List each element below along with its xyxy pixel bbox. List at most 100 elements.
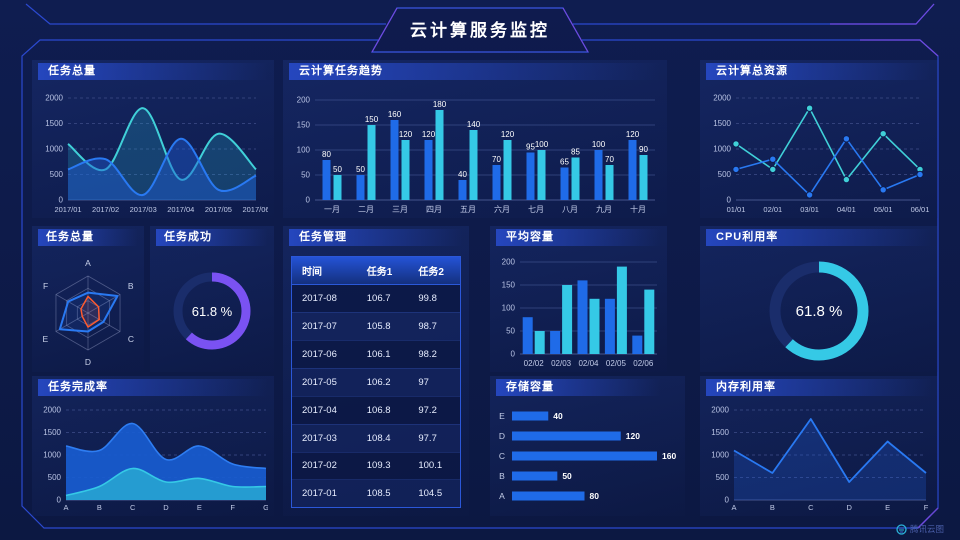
svg-text:0: 0 — [57, 496, 62, 505]
table-cell: 2017-04 — [292, 395, 357, 425]
svg-text:E: E — [885, 503, 890, 512]
panel-cloud-resources: 云计算总资源 0 500 1000 1500 2000 01/01 02/01 03/01 04… — [700, 60, 938, 218]
table-cell: 99.8 — [408, 284, 460, 313]
table-header-cell: 任务1 — [356, 257, 409, 285]
svg-text:1500: 1500 — [711, 428, 729, 437]
tasks-radar-chart: A B C D E F — [38, 252, 138, 370]
svg-text:0: 0 — [725, 496, 730, 505]
svg-text:120: 120 — [399, 130, 413, 139]
svg-text:120: 120 — [422, 130, 436, 139]
table-row: 2017-02 109.3 100.1 — [292, 451, 460, 480]
table-row: 2017-07 105.8 98.7 — [292, 311, 460, 341]
svg-text:C: C — [130, 503, 136, 512]
svg-text:2000: 2000 — [711, 406, 729, 415]
svg-text:200: 200 — [502, 258, 516, 267]
task-success-gauge: 61.8 % — [156, 252, 268, 370]
svg-text:0: 0 — [59, 196, 64, 205]
svg-text:E: E — [197, 503, 202, 512]
table-row: 2017-01 108.5 104.5 — [292, 479, 460, 507]
svg-text:50: 50 — [301, 171, 310, 180]
svg-text:160: 160 — [388, 110, 402, 119]
svg-text:0: 0 — [727, 196, 732, 205]
frame-right-accent — [860, 39, 939, 57]
panel-title-task-trend: 云计算任务趋势 — [289, 63, 661, 80]
svg-text:61.8 %: 61.8 % — [192, 304, 233, 319]
panel-title-task-success: 任务成功 — [156, 229, 268, 246]
table-row: 2017-08 106.7 99.8 — [292, 284, 460, 313]
svg-text:70: 70 — [605, 155, 614, 164]
svg-text:100: 100 — [502, 304, 516, 313]
svg-text:05/01: 05/01 — [874, 205, 893, 214]
panel-title-cloud-resources: 云计算总资源 — [706, 63, 932, 80]
panel-title-storage: 存储容量 — [496, 379, 661, 396]
table-cell: 104.5 — [408, 479, 460, 507]
svg-text:120: 120 — [501, 130, 515, 139]
table-cell: 2017-02 — [292, 451, 357, 480]
panel-title-tasks-total: 任务总量 — [38, 63, 268, 80]
svg-text:180: 180 — [433, 100, 447, 109]
table-cell: 97 — [408, 367, 460, 397]
svg-text:四月: 四月 — [426, 205, 442, 214]
panel-avg-capacity: 平均容量 0 50 100 150 200 02/02 02/03 02/04 02/05 02/… — [490, 226, 667, 372]
svg-text:F: F — [924, 503, 929, 512]
table-cell: 109.3 — [356, 451, 409, 480]
svg-text:90: 90 — [639, 145, 648, 154]
panel-task-completion: 任务完成率 0 500 1000 1500 2000 A B C D E F G — [32, 376, 274, 516]
panel-tasks-total: 任务总量 0 500 1000 1500 2000 2017/01 2017/02 2017/… — [32, 60, 274, 218]
panel-cpu-usage: CPU利用率 61.8 % — [700, 226, 938, 372]
svg-text:C: C — [499, 451, 505, 461]
table-cell: 2017-03 — [292, 423, 357, 453]
svg-text:1000: 1000 — [43, 451, 61, 460]
table-cell: 100.1 — [408, 451, 460, 480]
tasks-total-line-chart: 0 500 1000 1500 2000 2017/01 2017/02 2017/03 201… — [38, 86, 269, 216]
svg-text:0: 0 — [306, 196, 311, 205]
panel-title-memory: 内存利用率 — [706, 379, 932, 396]
svg-text:七月: 七月 — [528, 205, 544, 214]
table-header-row: 时间 任务1 任务2 — [292, 257, 460, 285]
svg-text:2000: 2000 — [713, 94, 731, 103]
svg-text:2017/05: 2017/05 — [205, 205, 232, 214]
svg-text:02/01: 02/01 — [763, 205, 782, 214]
table-row: 2017-04 106.8 97.2 — [292, 395, 460, 425]
table-cell: 2017-06 — [292, 339, 357, 369]
svg-text:B: B — [128, 281, 134, 291]
svg-text:D: D — [163, 503, 169, 512]
svg-text:40: 40 — [458, 170, 467, 179]
svg-text:02/06: 02/06 — [633, 359, 654, 368]
svg-text:2000: 2000 — [45, 94, 63, 103]
panel-title-cpu-usage: CPU利用率 — [706, 229, 932, 246]
svg-text:500: 500 — [50, 170, 64, 179]
svg-text:120: 120 — [626, 130, 640, 139]
table-cell: 106.8 — [356, 395, 409, 425]
svg-text:50: 50 — [356, 165, 365, 174]
svg-text:06/01: 06/01 — [911, 205, 930, 214]
panel-task-trend: 云计算任务趋势 0 50 100 150 200 一月 二月 三月 四月 五月 六月 七月 八月 九月 十月… — [283, 60, 667, 218]
panel-task-success: 任务成功 61.8 % — [150, 226, 274, 372]
cpu-usage-gauge: 61.8 % — [706, 252, 932, 370]
table-cell: 2017-07 — [292, 311, 357, 341]
svg-text:02/04: 02/04 — [578, 359, 599, 368]
svg-text:2017/03: 2017/03 — [130, 205, 157, 214]
svg-text:150: 150 — [365, 115, 379, 124]
svg-text:1000: 1000 — [711, 451, 729, 460]
svg-text:70: 70 — [492, 155, 501, 164]
svg-text:500: 500 — [48, 473, 62, 482]
table-cell: 105.8 — [356, 311, 409, 341]
svg-text:八月: 八月 — [562, 205, 578, 214]
svg-text:160: 160 — [662, 451, 676, 461]
svg-text:十月: 十月 — [630, 204, 646, 214]
panel-title-tasks-radar: 任务总量 — [38, 229, 138, 246]
svg-text:D: D — [846, 503, 852, 512]
svg-text:01/01: 01/01 — [727, 205, 746, 214]
table-cell: 2017-08 — [292, 284, 357, 313]
panel-title-task-manage: 任务管理 — [289, 229, 463, 246]
svg-text:03/01: 03/01 — [800, 205, 819, 214]
svg-text:六月: 六月 — [494, 204, 510, 214]
svg-text:80: 80 — [590, 491, 600, 501]
svg-text:04/01: 04/01 — [837, 205, 856, 214]
table-header-cell: 任务2 — [408, 257, 460, 285]
svg-text:B: B — [97, 503, 102, 512]
svg-text:一月: 一月 — [324, 205, 340, 214]
svg-text:B: B — [770, 503, 775, 512]
svg-text:2017/02: 2017/02 — [92, 205, 119, 214]
